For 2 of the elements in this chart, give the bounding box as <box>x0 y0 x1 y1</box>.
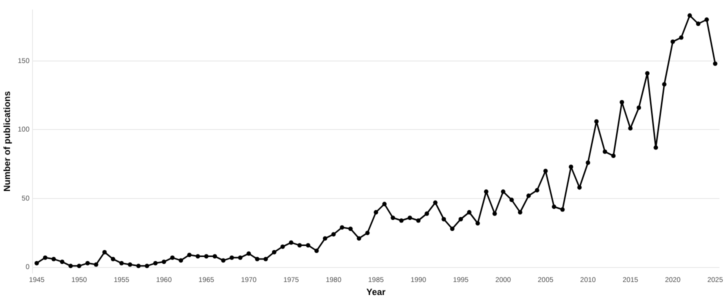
y-axis-title: Number of publications <box>2 91 12 192</box>
x-axis-title: Year <box>366 287 386 298</box>
